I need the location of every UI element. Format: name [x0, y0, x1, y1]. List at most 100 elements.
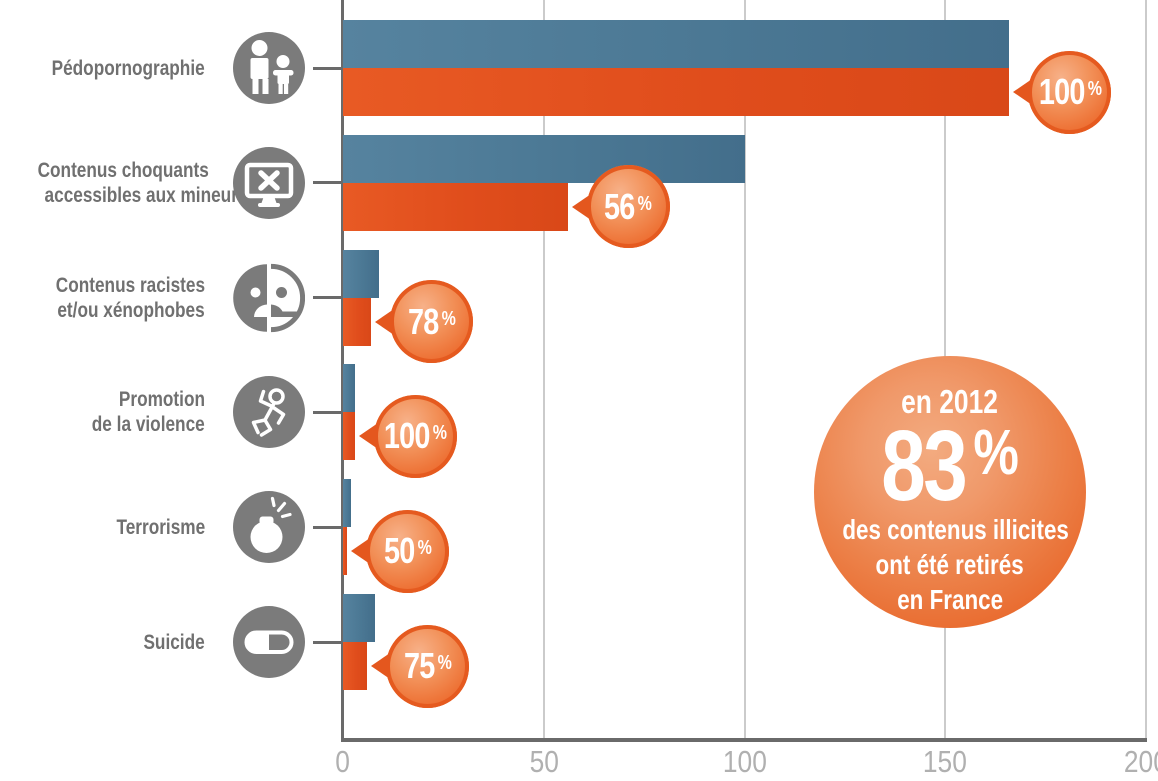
hero-caption-line-1: des contenus illicites	[814, 512, 1086, 547]
percent-sign: %	[437, 652, 452, 674]
percent-value: 56	[604, 185, 635, 227]
hero-caption-text-1: des contenus illicites	[842, 514, 1069, 545]
percent-value: 100	[383, 415, 430, 457]
x-axis-tick-label-50: 50	[499, 745, 589, 778]
hero-percent-sign: %	[973, 416, 1019, 488]
blue-bar-1	[343, 134, 745, 183]
category-label-text: accessibles aux mineurs	[44, 183, 248, 207]
percent-value: 75	[403, 645, 435, 686]
category-label-line: accessibles aux mineurs	[0, 183, 248, 208]
category-label-line: de la violence	[0, 412, 205, 437]
hero-year-text: en 2012	[901, 383, 999, 420]
percent-badge-2: 78%	[390, 280, 474, 364]
hero-value-group: 83%	[881, 416, 1019, 542]
percent-badge-text-group: 56%	[604, 186, 652, 228]
x-axis-tick-text: 0	[335, 744, 351, 779]
orange-bar-5	[343, 642, 368, 690]
percent-value: 78	[407, 300, 439, 342]
gridline-50	[542, 0, 545, 738]
category-label-text: et/ou xénophobes	[57, 298, 205, 322]
y-axis-line	[341, 0, 344, 740]
x-axis-line	[341, 738, 1147, 742]
category-label-0: Pédopornographie	[0, 56, 205, 81]
percent-value: 100	[1038, 71, 1085, 112]
x-axis-tick-text: 50	[529, 744, 559, 779]
category-label-text: Suicide	[143, 630, 205, 654]
bomb-icon	[233, 491, 305, 564]
monitor-x-icon	[233, 146, 305, 219]
category-label-2: Contenus racistes et/ou xénophobes	[0, 273, 205, 323]
category-tick-4	[313, 525, 343, 529]
percent-badge-text-group: 78%	[408, 301, 456, 343]
x-axis-tick-text: 150	[923, 744, 968, 779]
hero-caption-line-2: ont été retirés	[814, 547, 1086, 582]
blue-bar-4	[343, 479, 352, 528]
x-axis-tick-label-100: 100	[700, 745, 790, 778]
percent-badge-5: 75%	[386, 624, 470, 708]
percent-badge-0: 100%	[1028, 50, 1112, 134]
x-axis-tick-text: 100	[722, 744, 767, 779]
category-label-line: Contenus choquants	[0, 158, 209, 183]
orange-bar-3	[343, 412, 356, 461]
gridline-100	[743, 0, 746, 738]
percent-badge-3: 100%	[374, 394, 458, 478]
percent-value: 50	[383, 530, 415, 572]
category-label-text: Pédopornographie	[51, 56, 205, 80]
blue-bar-3	[343, 364, 356, 413]
hero-percent-value: 83	[881, 410, 968, 522]
hero-caption-line-3: en France	[814, 582, 1086, 617]
percent-badge-text-group: 50%	[384, 530, 432, 572]
category-tick-0	[313, 66, 343, 70]
category-label-line: Pédopornographie	[0, 56, 205, 81]
percent-badge-text-group: 100%	[384, 415, 447, 457]
percent-badge-1: 56%	[586, 165, 670, 249]
orange-bar-0	[343, 68, 1010, 116]
adult-and-child-icon	[233, 32, 305, 104]
percent-sign: %	[432, 422, 448, 445]
percent-badge-text-group: 100%	[1038, 71, 1101, 113]
category-label-3: Promotion de la violence	[0, 387, 205, 437]
category-label-line: Suicide	[0, 630, 205, 655]
orange-bar-4	[343, 527, 347, 576]
percent-badge-4: 50%	[366, 509, 449, 593]
category-label-5: Suicide	[0, 630, 205, 655]
orange-bar-1	[343, 182, 568, 231]
category-label-text: Promotion	[118, 388, 205, 412]
category-label-text: Contenus choquants	[37, 158, 209, 182]
blue-bar-0	[343, 20, 1010, 68]
category-tick-3	[313, 410, 343, 414]
category-tick-2	[313, 296, 343, 300]
percent-sign: %	[1087, 78, 1102, 100]
category-label-text: Contenus racistes	[55, 273, 205, 297]
x-axis-tick-label-0: 0	[298, 745, 388, 778]
category-label-text: de la violence	[92, 413, 205, 437]
hero-caption-text-2: ont été retirés	[875, 549, 1025, 580]
percent-badge-text-group: 75%	[404, 645, 452, 687]
hero-badge: en 2012 83% des contenus illicites ont é…	[814, 356, 1086, 628]
chalk-outline-icon	[233, 376, 305, 449]
percent-sign: %	[417, 537, 432, 560]
x-axis-tick-label-200: 200	[1101, 745, 1158, 778]
x-axis-tick-text: 200	[1124, 744, 1158, 779]
category-label-line: Promotion	[0, 387, 205, 412]
hero-value-row: 83%	[814, 416, 1086, 516]
percent-sign: %	[441, 307, 456, 330]
category-label-4: Terrorisme	[0, 515, 205, 540]
category-label-1: Contenus choquants accessibles aux mineur…	[0, 158, 248, 208]
blue-bar-5	[343, 594, 376, 642]
category-tick-1	[313, 181, 343, 185]
category-label-text: Terrorisme	[116, 515, 205, 539]
gridline-200	[1145, 0, 1147, 738]
category-label-line: Contenus racistes	[0, 273, 205, 298]
percent-sign: %	[638, 192, 653, 215]
blue-bar-2	[343, 249, 380, 298]
orange-bar-2	[343, 297, 372, 346]
category-tick-5	[313, 640, 343, 644]
hero-year-label: en 2012	[814, 384, 1086, 420]
x-axis-tick-label-150: 150	[900, 745, 990, 778]
category-label-line: et/ou xénophobes	[0, 298, 205, 323]
category-label-line: Terrorisme	[0, 515, 205, 540]
hero-caption-text-3: en France	[897, 584, 1003, 615]
pill-icon	[233, 606, 305, 678]
